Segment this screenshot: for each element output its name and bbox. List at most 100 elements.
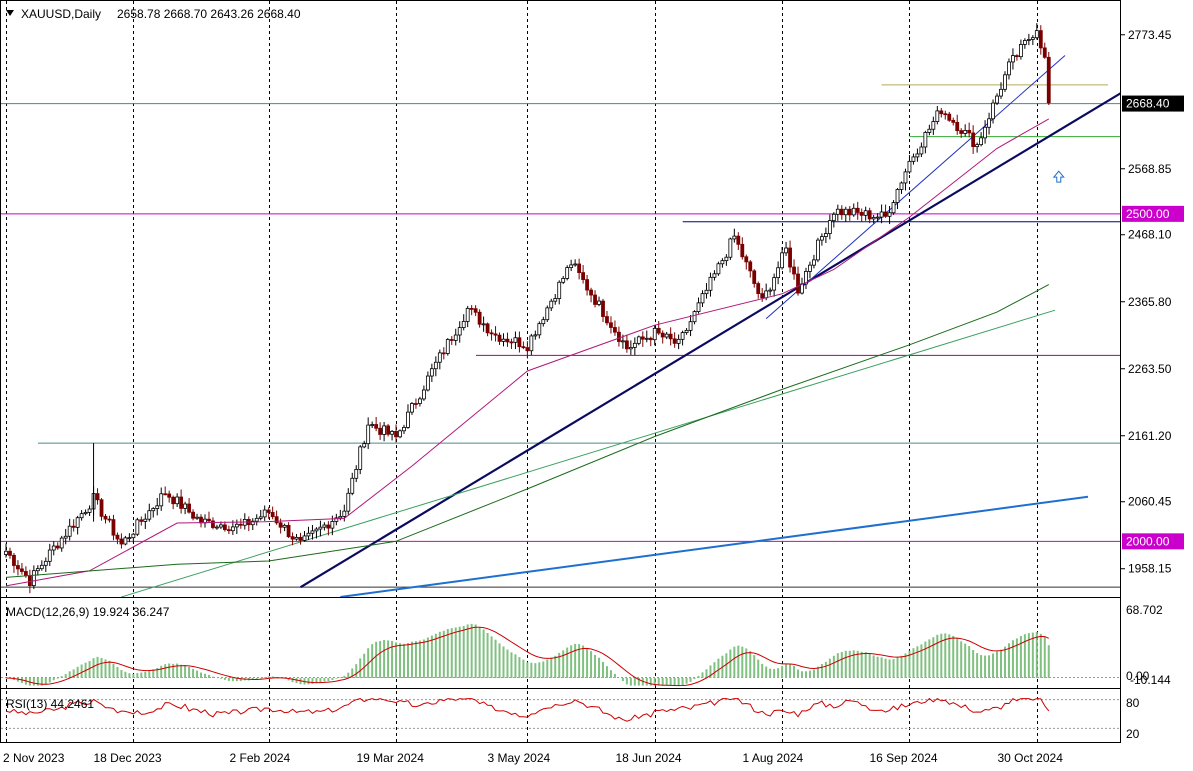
candle-body	[211, 520, 215, 528]
candle-body	[47, 549, 52, 562]
candle-body	[151, 508, 156, 512]
candle-body	[183, 503, 188, 509]
candle-body	[441, 352, 446, 355]
time-label: 3 May 2024	[488, 751, 551, 765]
candle-body	[163, 493, 168, 496]
candle-body	[4, 550, 8, 555]
candle-body	[664, 333, 669, 338]
candle-body	[370, 424, 375, 426]
candle-body	[346, 492, 351, 512]
price-axis: 1958.15 2060.45 2161.20 2263.50 2365.80 2468.…	[1121, 28, 1184, 576]
candle-body	[342, 510, 347, 517]
candle-body	[20, 568, 24, 572]
time-label: 2 Feb 2024	[230, 751, 291, 765]
candle-body	[410, 403, 414, 413]
candle-body	[469, 307, 474, 310]
candle-body	[449, 339, 454, 341]
time-label: 18 Jun 2024	[616, 751, 682, 765]
candle-body	[1022, 40, 1027, 45]
price-level-badge	[1122, 95, 1184, 112]
candle-body	[816, 239, 820, 261]
candle-body	[640, 336, 645, 340]
candle-body	[907, 160, 912, 173]
price-level-badge	[1122, 533, 1184, 550]
candle-body	[517, 337, 522, 348]
macd-pane[interactable]	[1, 623, 1120, 687]
candle-body	[115, 534, 120, 540]
rsi-pane[interactable]	[1, 697, 1120, 729]
candle-body	[708, 276, 713, 291]
candle-body	[425, 375, 430, 391]
candle-body	[843, 208, 848, 216]
candle-body	[16, 565, 20, 570]
candle-body	[624, 340, 629, 350]
candle-body	[704, 289, 709, 295]
dropdown-triangle-icon[interactable]	[6, 10, 14, 16]
price-tick-label: 2773.45	[1128, 28, 1172, 42]
candle-body	[955, 121, 960, 131]
candle-body	[179, 496, 184, 509]
long-trendline-blue	[340, 495, 1089, 597]
candle-body	[537, 323, 542, 336]
candle-body	[593, 294, 597, 305]
candle-body	[533, 334, 538, 337]
candle-body	[1030, 37, 1035, 40]
candle-body	[931, 121, 936, 130]
price-level-badge-label: 2500.00	[1126, 207, 1170, 221]
candle-body	[923, 132, 928, 148]
candle-body	[529, 335, 534, 352]
candle-body	[668, 333, 673, 340]
main-trendline	[299, 92, 1120, 589]
candle-body	[999, 88, 1003, 97]
candle-body	[485, 323, 490, 334]
candle-body	[250, 520, 255, 526]
price-level-badge	[1122, 205, 1184, 222]
candle-body	[418, 398, 422, 404]
candle-body	[107, 518, 112, 521]
candle-body	[788, 247, 792, 268]
candle-body	[306, 532, 311, 537]
candle-body	[421, 389, 426, 400]
macd-axis-min: -10.144	[1130, 673, 1171, 687]
candle-body	[254, 517, 259, 522]
candle-body	[437, 352, 442, 363]
candle-body	[453, 334, 458, 341]
candle-body	[525, 347, 530, 352]
candle-body	[175, 496, 180, 505]
candle-body	[433, 361, 438, 370]
candle-body	[812, 259, 816, 266]
candle-body	[987, 118, 991, 128]
candle-body	[804, 270, 808, 285]
candle-body	[67, 525, 72, 537]
candle-body	[282, 524, 287, 528]
candle-body	[700, 293, 705, 304]
price-tick-label: 2263.50	[1128, 362, 1172, 376]
steep-trendline	[765, 55, 1066, 320]
candle-body	[465, 307, 470, 322]
candle-body	[983, 126, 987, 139]
candle-body	[680, 332, 685, 340]
main-price-pane[interactable]	[1, 1, 1125, 742]
candle-body	[939, 110, 944, 115]
time-label: 30 Oct 2024	[998, 751, 1064, 765]
candle-body	[55, 545, 60, 549]
candle-body	[1046, 56, 1051, 104]
candle-body	[119, 538, 124, 545]
candle-body	[131, 533, 136, 539]
rsi-axis-80: 80	[1126, 696, 1140, 710]
macd-axis-zero: 0.00	[1126, 669, 1150, 683]
candle-body	[187, 503, 191, 513]
candle-body	[557, 281, 562, 299]
candle-body	[83, 511, 88, 515]
macd-signal-line	[5, 626, 1049, 687]
candle-body	[195, 516, 199, 519]
candle-body	[656, 327, 661, 334]
candle-body	[545, 307, 550, 321]
candle-body	[461, 320, 466, 328]
candle-body	[617, 331, 621, 342]
candle-body	[71, 525, 76, 528]
candle-body	[207, 518, 211, 522]
candle-body	[947, 113, 952, 121]
candle-body	[672, 338, 677, 344]
candle-body	[497, 334, 502, 342]
